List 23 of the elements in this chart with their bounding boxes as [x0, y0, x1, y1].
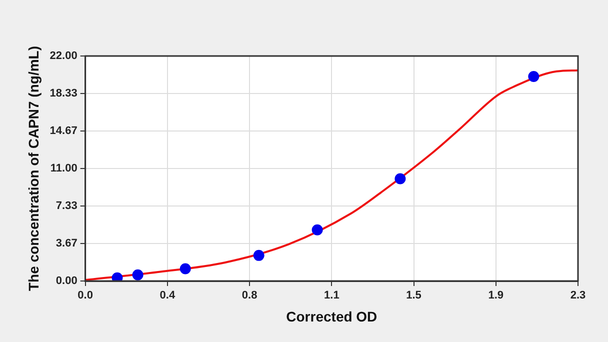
point: [112, 272, 123, 281]
x-tick-label: 1.9: [488, 290, 504, 302]
x-tick-label: 0.4: [160, 290, 176, 302]
x-tick-label: 1.5: [406, 290, 422, 302]
point: [528, 70, 540, 82]
point: [180, 263, 191, 274]
x-axis-title: Corrected OD: [286, 308, 378, 324]
y-tick-label: 22.00: [50, 50, 78, 62]
x-tick-label: 2.3: [570, 290, 586, 302]
y-tick-label: 0.00: [56, 275, 78, 288]
point: [132, 269, 144, 280]
y-tick-label: 18.33: [50, 88, 78, 100]
x-tick-label: 1.1: [324, 290, 340, 302]
y-tick-label: 3.67: [56, 237, 78, 250]
x-tick-label: 0.0: [78, 290, 93, 302]
y-tick-label: 7.33: [56, 200, 78, 212]
point: [312, 224, 323, 236]
x-tick-label: 0.8: [242, 290, 258, 302]
y-tick-label: 11.00: [50, 162, 78, 175]
y-axis-title: The concentration of CAPN7 (ng/mL): [25, 46, 42, 291]
point: [253, 250, 264, 261]
point: [394, 173, 406, 184]
y-tick-label: 14.67: [50, 124, 78, 137]
